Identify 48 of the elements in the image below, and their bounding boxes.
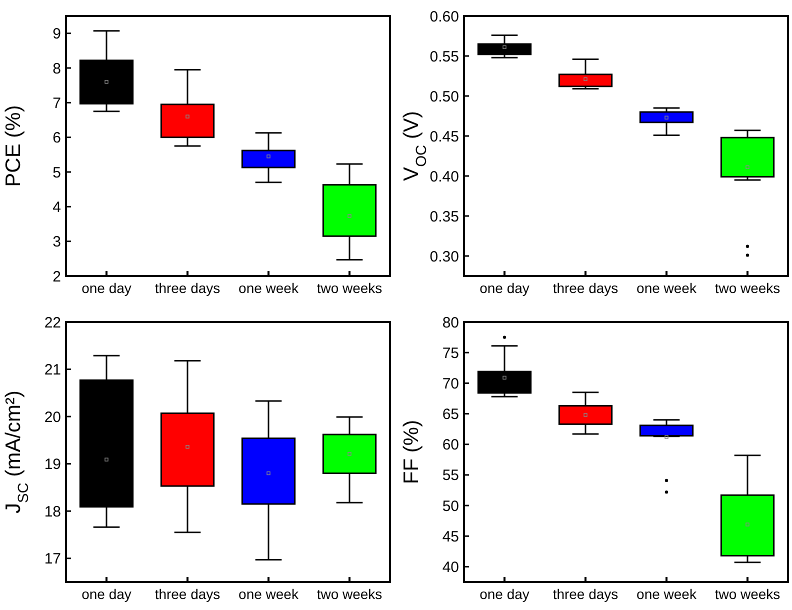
y-tick-label: 0.60 xyxy=(430,8,459,26)
y-tick-label: 0.55 xyxy=(430,48,459,66)
x-tick-label: two weeks xyxy=(316,586,382,602)
x-tick-label: one week xyxy=(238,586,300,602)
y-tick-label: 20 xyxy=(44,408,61,426)
y-tick-label: 17 xyxy=(44,550,61,568)
y-tick-label: 7 xyxy=(52,94,61,112)
y-axis-title: PCE (%) xyxy=(2,105,25,187)
y-tick-label: 21 xyxy=(44,362,61,379)
y-tick-label: 4 xyxy=(52,198,61,216)
y-axis-title: FF (%) xyxy=(400,420,423,484)
y-tick-label: 22 xyxy=(44,314,61,332)
y-tick-label: 75 xyxy=(442,344,459,362)
y-tick-label: 9 xyxy=(52,26,61,43)
y-tick-label: 55 xyxy=(442,467,459,484)
x-tick-label: one day xyxy=(82,280,132,296)
y-tick-label: 45 xyxy=(442,528,459,546)
x-tick-label: one day xyxy=(82,586,132,602)
y-tick-label: 0.45 xyxy=(430,128,459,146)
x-tick-label: two weeks xyxy=(714,280,780,296)
y-tick-label: 3 xyxy=(52,234,61,251)
x-tick-label: three days xyxy=(552,280,618,296)
y-tick-label: 40 xyxy=(442,558,459,576)
x-tick-label: three days xyxy=(552,586,618,602)
y-tick-label: 0.35 xyxy=(430,208,459,226)
y-tick-label: 0.30 xyxy=(430,248,459,266)
y-tick-label: 19 xyxy=(44,456,61,474)
x-tick-label: three days xyxy=(154,280,220,296)
y-tick-label: 60 xyxy=(442,436,459,454)
x-tick-label: one day xyxy=(480,586,530,602)
x-tick-label: two weeks xyxy=(714,586,780,602)
x-tick-label: one week xyxy=(636,586,698,602)
x-tick-label: one week xyxy=(636,280,698,296)
y-tick-label: 18 xyxy=(44,503,61,520)
y-tick-label: 0.40 xyxy=(430,168,459,186)
y-tick-label: 5 xyxy=(52,164,61,182)
x-tick-label: one day xyxy=(480,280,530,296)
x-tick-label: three days xyxy=(154,586,220,602)
y-tick-label: 70 xyxy=(442,375,459,392)
y-tick-label: 65 xyxy=(442,406,459,424)
x-tick-label: one week xyxy=(238,280,300,296)
y-tick-label: 80 xyxy=(442,314,459,332)
y-tick-label: 6 xyxy=(52,130,61,147)
y-tick-label: 2 xyxy=(52,268,61,286)
y-tick-label: 50 xyxy=(442,498,459,515)
y-tick-label: 8 xyxy=(52,60,61,78)
y-tick-label: 0.50 xyxy=(430,88,459,106)
x-tick-label: two weeks xyxy=(316,280,382,296)
